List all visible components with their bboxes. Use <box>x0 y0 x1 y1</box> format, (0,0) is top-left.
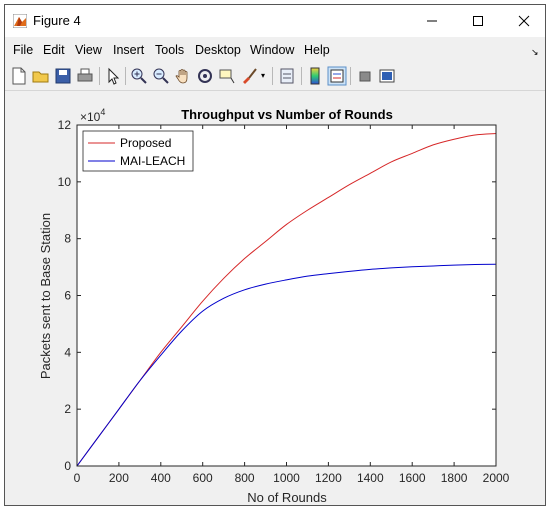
legend-icon[interactable] <box>327 66 347 86</box>
close-button[interactable] <box>501 5 547 37</box>
title-bar: Figure 4 <box>5 5 545 37</box>
y-exponent-label: ×104 <box>80 107 105 124</box>
y-tick-label: 4 <box>64 345 71 359</box>
x-tick-label: 800 <box>235 471 255 485</box>
figure-window: Figure 4 File Edit View Insert Tools Des… <box>4 4 546 506</box>
toolbar-separator <box>350 67 351 85</box>
chart-title: Throughput vs Number of Rounds <box>181 107 393 122</box>
hide-plot-tools-icon[interactable] <box>355 66 375 86</box>
link-plot-icon[interactable] <box>277 66 297 86</box>
y-tick-label: 0 <box>64 459 71 473</box>
x-tick-label: 1400 <box>357 471 384 485</box>
menu-insert[interactable]: Insert <box>113 43 144 57</box>
y-tick-label: 10 <box>58 175 72 189</box>
print-icon[interactable] <box>75 66 95 86</box>
x-tick-label: 1200 <box>315 471 342 485</box>
x-tick-label: 2000 <box>483 471 510 485</box>
colorbar-icon[interactable] <box>305 66 325 86</box>
open-file-icon[interactable] <box>31 66 51 86</box>
matlab-icon <box>13 14 27 28</box>
data-cursor-icon[interactable] <box>217 66 237 86</box>
y-tick-label: 6 <box>64 289 71 303</box>
pointer-icon[interactable] <box>103 66 123 86</box>
new-figure-icon[interactable] <box>9 66 29 86</box>
y-tick-label: 2 <box>64 402 71 416</box>
brush-icon[interactable] <box>239 66 259 86</box>
x-tick-label: 600 <box>193 471 213 485</box>
y-tick-label: 8 <box>64 232 71 246</box>
show-plot-tools-icon[interactable] <box>377 66 397 86</box>
minimize-icon <box>426 15 438 27</box>
x-tick-label: 1600 <box>399 471 426 485</box>
menu-tools[interactable]: Tools <box>155 43 184 57</box>
brush-dropdown-icon[interactable]: ▾ <box>261 71 265 80</box>
menu-desktop[interactable]: Desktop <box>195 43 241 57</box>
menu-edit[interactable]: Edit <box>43 43 65 57</box>
zoom-in-icon[interactable] <box>129 66 149 86</box>
y-tick-label: 12 <box>58 118 72 132</box>
menu-bar: File Edit View Insert Tools Desktop Wind… <box>5 39 545 61</box>
maximize-button[interactable] <box>455 5 501 37</box>
pan-icon[interactable] <box>173 66 193 86</box>
window-title: Figure 4 <box>33 13 81 28</box>
save-icon[interactable] <box>53 66 73 86</box>
figure-canvas: 0 200 400 600 800 1000 1200 1400 1600 1800 2000 0 2 4… <box>5 91 545 505</box>
x-tick-label: 400 <box>151 471 171 485</box>
menu-file[interactable]: File <box>13 43 33 57</box>
legend[interactable]: Proposed MAI-LEACH <box>83 131 193 171</box>
menu-dock-arrow-icon[interactable]: ↘ <box>531 47 539 58</box>
y-axis-label: Packets sent to Base Station <box>38 213 53 379</box>
x-tick-label: 0 <box>74 471 81 485</box>
menu-window[interactable]: Window <box>250 43 294 57</box>
close-icon <box>518 15 530 27</box>
toolbar-separator <box>99 67 100 85</box>
y-exponent-base: ×10 <box>80 110 101 124</box>
maximize-icon <box>472 15 484 27</box>
plot-svg: 0 200 400 600 800 1000 1200 1400 1600 1800 2000 0 2 4… <box>5 91 545 505</box>
rotate-3d-icon[interactable] <box>195 66 215 86</box>
toolbar-separator <box>272 67 273 85</box>
x-tick-label: 1800 <box>441 471 468 485</box>
x-axis-label: No of Rounds <box>247 490 327 505</box>
minimize-button[interactable] <box>409 5 455 37</box>
x-tick-label: 200 <box>109 471 129 485</box>
menu-help[interactable]: Help <box>304 43 330 57</box>
toolbar: ▾ <box>5 62 545 91</box>
zoom-out-icon[interactable] <box>151 66 171 86</box>
y-exponent-power: 4 <box>100 107 105 117</box>
toolbar-separator <box>301 67 302 85</box>
legend-label-mai-leach: MAI-LEACH <box>120 154 185 168</box>
x-tick-label: 1000 <box>273 471 300 485</box>
legend-label-proposed: Proposed <box>120 136 171 150</box>
menu-view[interactable]: View <box>75 43 102 57</box>
toolbar-separator <box>125 67 126 85</box>
axes-background <box>77 125 496 466</box>
